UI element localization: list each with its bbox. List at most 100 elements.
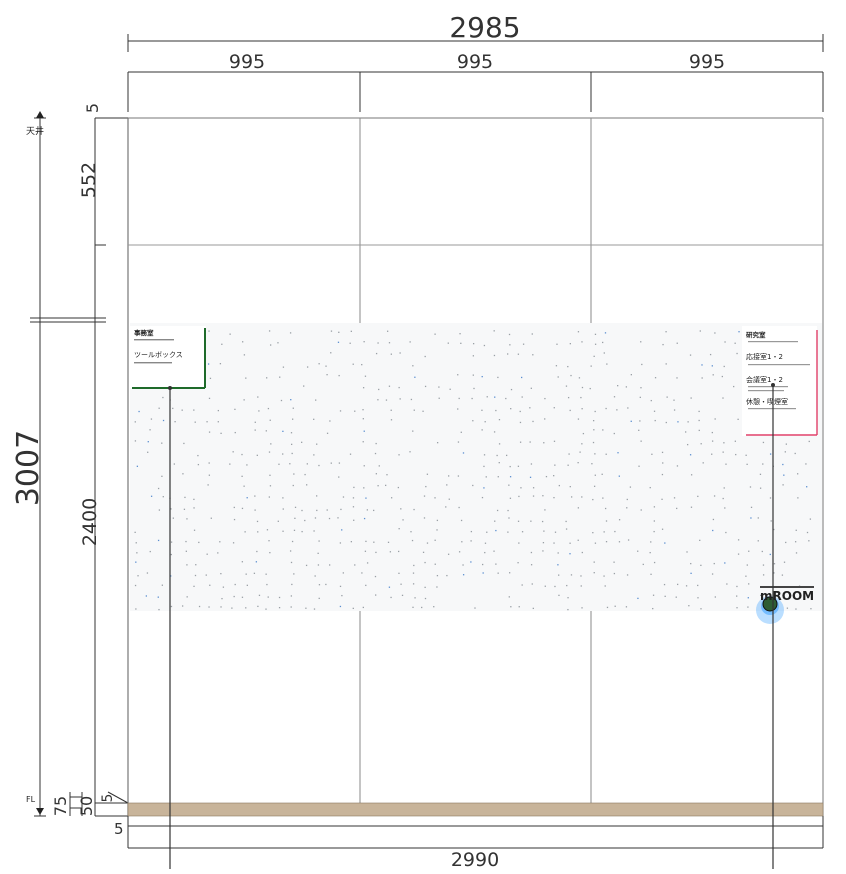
pattern-dot xyxy=(494,520,496,522)
pattern-dot xyxy=(613,396,616,398)
pattern-dot xyxy=(698,429,700,432)
pattern-dot xyxy=(482,572,484,574)
pattern-dot xyxy=(697,597,699,599)
bottom-dimension: 5 2990 xyxy=(114,816,824,871)
pattern-dot xyxy=(486,396,488,398)
pattern-dot xyxy=(721,375,723,378)
band-height-dimension: 2400 xyxy=(79,498,101,546)
leader-lines xyxy=(168,383,775,869)
pattern-dot xyxy=(256,454,258,456)
pattern-dot xyxy=(750,506,753,509)
pattern-dot xyxy=(569,542,571,544)
pattern-dot xyxy=(495,529,497,532)
pattern-dot xyxy=(809,518,812,520)
pattern-dot xyxy=(241,561,244,563)
pattern-dot xyxy=(364,375,367,377)
pattern-dot xyxy=(366,509,368,511)
bottom-gap-50: 50 xyxy=(77,796,96,816)
pattern-dot xyxy=(388,342,391,344)
pattern-dot xyxy=(244,531,246,533)
pattern-dot xyxy=(363,430,365,432)
pattern-dot xyxy=(762,574,765,576)
pattern-dot xyxy=(460,342,462,344)
pattern-dot xyxy=(724,507,726,509)
pattern-dot xyxy=(366,562,369,564)
pattern-dot xyxy=(625,606,628,608)
pattern-dot xyxy=(424,597,427,600)
pattern-dot xyxy=(581,496,583,498)
pattern-dot xyxy=(553,496,555,499)
pattern-dot xyxy=(198,541,200,544)
pattern-dot xyxy=(301,530,303,533)
pattern-dot xyxy=(426,542,429,544)
pattern-dot xyxy=(136,552,138,554)
pattern-dot xyxy=(509,465,511,468)
pattern-dot xyxy=(807,594,809,597)
pattern-dot xyxy=(209,584,211,586)
pattern-dot xyxy=(390,409,392,411)
pattern-dot xyxy=(217,421,219,423)
pattern-dot xyxy=(377,342,379,344)
pattern-dot xyxy=(198,605,201,608)
pattern-dot xyxy=(254,421,256,423)
pattern-dot xyxy=(208,474,211,476)
pattern-dot xyxy=(354,410,356,412)
pattern-dot xyxy=(769,553,771,556)
pattern-dot xyxy=(137,575,139,577)
pattern-dot xyxy=(434,497,436,499)
right-sign-item-1: 研究室 xyxy=(746,330,766,339)
pattern-dot xyxy=(316,443,318,445)
pattern-dot xyxy=(409,341,411,343)
pattern-dot xyxy=(257,396,259,398)
pattern-dot xyxy=(424,586,426,589)
pattern-dot xyxy=(377,399,379,401)
pattern-dot xyxy=(762,564,765,566)
pattern-dot xyxy=(390,596,392,599)
pattern-dot xyxy=(362,418,364,420)
pattern-dot xyxy=(472,420,474,422)
pattern-dot xyxy=(293,473,295,475)
pattern-dot xyxy=(388,586,391,588)
pattern-dot xyxy=(483,454,486,456)
left-bottom-offset: 5 xyxy=(114,820,124,838)
pattern-dot xyxy=(363,487,365,489)
pattern-dot xyxy=(626,574,629,576)
pattern-dot xyxy=(386,474,388,476)
pattern-dot xyxy=(639,396,641,399)
pattern-dot xyxy=(698,410,700,413)
pattern-dot xyxy=(519,410,521,413)
pattern-dot xyxy=(508,596,510,598)
pattern-dot xyxy=(438,386,440,388)
pattern-dot xyxy=(738,331,740,333)
pattern-dot xyxy=(472,374,474,376)
pattern-dot xyxy=(157,539,160,542)
pattern-dot xyxy=(734,342,736,344)
pattern-dot xyxy=(304,473,306,476)
pattern-dot xyxy=(709,353,712,356)
pattern-dot xyxy=(330,330,333,332)
ceiling-to-band-dimension: 552 xyxy=(78,162,100,198)
pattern-dot xyxy=(736,585,738,588)
pattern-dot xyxy=(339,605,342,608)
pattern-dot xyxy=(558,484,560,487)
pattern-dot xyxy=(342,496,345,498)
pattern-dot xyxy=(397,550,400,553)
pattern-dot xyxy=(337,341,340,343)
pattern-dot xyxy=(193,507,195,509)
pattern-dot xyxy=(569,343,571,345)
pattern-dot xyxy=(652,594,655,596)
pattern-dot xyxy=(509,572,511,574)
pattern-dot xyxy=(208,431,211,433)
pattern-dot xyxy=(508,517,510,519)
pattern-dot xyxy=(700,564,702,567)
pattern-dot xyxy=(653,561,656,564)
pattern-dot xyxy=(604,585,606,587)
pattern-dot xyxy=(414,597,416,599)
pattern-dot xyxy=(637,597,639,600)
pattern-dot xyxy=(157,487,160,490)
pattern-dot xyxy=(170,553,172,556)
pattern-dot xyxy=(673,399,675,401)
pattern-dot xyxy=(390,419,393,421)
pattern-dot xyxy=(157,596,159,598)
pattern-dot xyxy=(664,542,666,544)
